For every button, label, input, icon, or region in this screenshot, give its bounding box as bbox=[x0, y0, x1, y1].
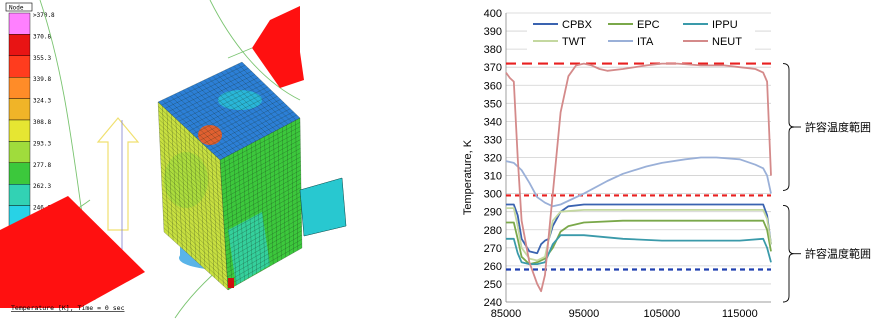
colorbar-cell bbox=[8, 34, 31, 57]
radiator-fin bbox=[299, 177, 347, 237]
thruster bbox=[228, 278, 234, 288]
series-line-neut bbox=[505, 62, 772, 293]
y-tick-label: 280 bbox=[484, 225, 502, 237]
range-annotation: 許容温度範囲 bbox=[805, 247, 871, 261]
y-axis-label: Temperature, K bbox=[462, 139, 474, 215]
colorbar-label: 370.8 bbox=[33, 33, 51, 40]
x-tick-label: 85000 bbox=[491, 308, 522, 320]
colorbar-cell bbox=[8, 119, 31, 142]
x-tick-labels: 85000 95000 105000 115000 bbox=[491, 308, 758, 320]
series-line-ita bbox=[505, 156, 772, 208]
legend-label: NEUT bbox=[712, 36, 742, 48]
legend-label: ITA bbox=[637, 36, 654, 48]
x-tick-label: 115000 bbox=[722, 308, 758, 320]
colorbar-cell bbox=[8, 162, 31, 185]
cool-region bbox=[164, 152, 208, 208]
cold-region bbox=[228, 212, 270, 285]
fem-caption: Temperature [K], Time = 0 sec bbox=[11, 304, 125, 312]
colorbar-label: 262.3 bbox=[33, 183, 51, 190]
legend-label: TWT bbox=[562, 36, 586, 48]
colorbar-label: 277.8 bbox=[33, 162, 51, 169]
y-tick-label: 290 bbox=[484, 207, 502, 219]
y-tick-label: 320 bbox=[484, 153, 502, 165]
y-tick-label: 400 bbox=[484, 8, 502, 20]
colorbar-cell bbox=[8, 98, 31, 121]
colorbar-label: 308.8 bbox=[33, 119, 51, 126]
colorbar-cell bbox=[8, 76, 31, 99]
range-brace bbox=[782, 63, 795, 191]
series-line-epc bbox=[506, 219, 772, 265]
legend-label: CPBX bbox=[562, 19, 593, 31]
colorbar-label: 355.3 bbox=[33, 55, 51, 62]
colorbar-label: 293.3 bbox=[33, 140, 51, 147]
y-tick-label: 310 bbox=[484, 171, 502, 183]
range-brace bbox=[782, 204, 795, 303]
y-tick-label: 390 bbox=[484, 26, 502, 38]
orbit-curve bbox=[209, 0, 301, 101]
solar-panel-right bbox=[252, 6, 304, 88]
x-tick-label: 105000 bbox=[644, 308, 681, 320]
series-line-cpbx bbox=[506, 203, 772, 255]
x-tick-label: 95000 bbox=[569, 308, 600, 320]
series-lines bbox=[505, 62, 772, 293]
y-tick-label: 270 bbox=[484, 243, 502, 255]
legend-box bbox=[527, 15, 755, 50]
y-tick-label: 370 bbox=[484, 62, 502, 74]
colorbar-cell bbox=[8, 55, 31, 78]
y-tick-labels: 240 250 260 270 280 290 300 310 320 330 340 350 360 3… bbox=[484, 8, 502, 309]
reference-lines bbox=[506, 62, 771, 271]
series-line-twt bbox=[506, 207, 772, 262]
temperature-chart: 240 250 260 270 280 290 300 310 320 330 340 350 360 3… bbox=[462, 8, 871, 320]
top-warm-spot bbox=[218, 90, 262, 110]
colorbar-title: Node bbox=[9, 5, 24, 12]
colorbar-cell bbox=[8, 183, 31, 206]
y-tick-label: 260 bbox=[484, 261, 502, 273]
legend-label: EPC bbox=[637, 19, 660, 31]
sun-direction-arrow bbox=[96, 117, 140, 231]
colorbar-cell bbox=[8, 12, 31, 35]
colorbar-label: 324.3 bbox=[33, 98, 51, 105]
series-line-ippu bbox=[506, 234, 772, 265]
colorbar-label: 339.8 bbox=[33, 76, 51, 83]
colorbar-title-box bbox=[5, 2, 33, 12]
y-tick-label: 340 bbox=[484, 116, 502, 128]
legend-label: IPPU bbox=[712, 19, 738, 31]
spacecraft-body bbox=[157, 61, 347, 291]
legend: CPBX EPC IPPU TWT ITA NEUT bbox=[527, 15, 755, 50]
range-annotation: 許容温度範囲 bbox=[805, 120, 871, 134]
mesh-grid bbox=[157, 61, 347, 291]
colorbar-cell bbox=[8, 141, 31, 163]
colorbar-label: >370.8 bbox=[33, 12, 55, 19]
solar-panel-left bbox=[0, 196, 145, 308]
y-tick-label: 380 bbox=[484, 44, 502, 56]
y-tick-label: 330 bbox=[484, 134, 502, 146]
y-tick-label: 360 bbox=[484, 80, 502, 92]
fem-view: Node >370.8 370.8 355.3 339.8 324.3 308.8 293.… bbox=[0, 0, 347, 319]
y-tick-label: 250 bbox=[484, 279, 502, 291]
colorbar-label: 246.8 bbox=[33, 205, 51, 212]
y-tick-label: 300 bbox=[484, 189, 502, 201]
panel-boom bbox=[227, 47, 253, 59]
hot-spot bbox=[198, 125, 222, 145]
y-tick-label: 350 bbox=[484, 98, 502, 110]
y-tick-label: 240 bbox=[484, 297, 502, 309]
